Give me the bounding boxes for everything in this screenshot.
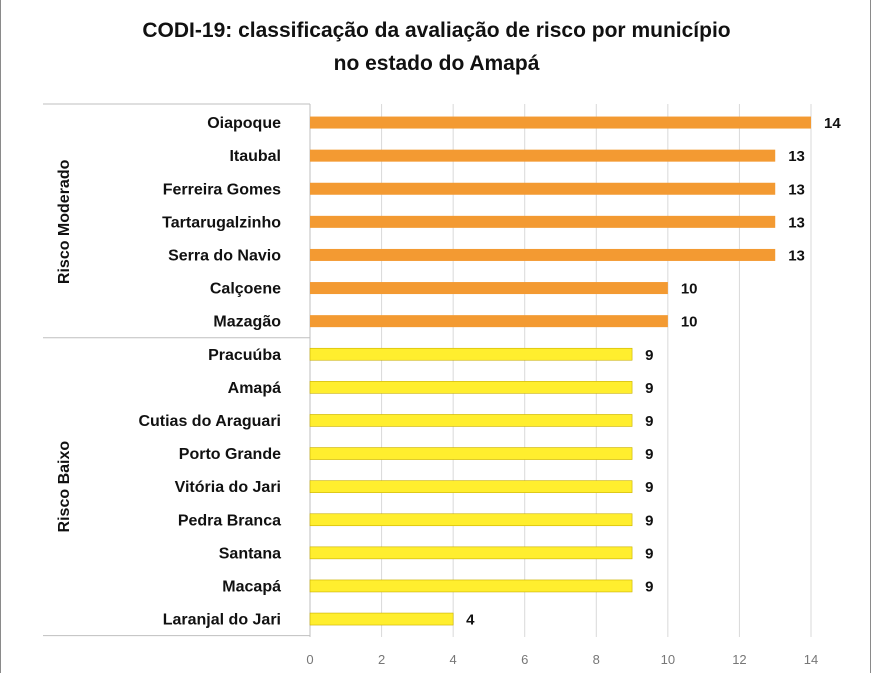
data-label: 13 [788, 181, 805, 198]
bar [310, 248, 776, 261]
category-label: Tartarugalzinho [162, 214, 281, 231]
bar [309, 414, 633, 427]
category-label: Laranjal do Jari [163, 612, 281, 629]
bar [310, 315, 668, 328]
bar [309, 579, 633, 593]
data-label: 9 [645, 578, 653, 595]
data-label: 4 [466, 612, 475, 629]
category-label: Serra do Navio [168, 247, 281, 264]
bar [309, 546, 633, 560]
bar [309, 347, 633, 361]
x-tick-label: 0 [306, 652, 313, 667]
bar [310, 149, 776, 162]
data-label: 9 [645, 512, 653, 529]
category-label: Amapá [228, 380, 281, 397]
data-label: 10 [681, 314, 698, 331]
category-label: Ferreira Gomes [163, 181, 281, 198]
group-label: Risco Moderado [56, 159, 73, 284]
group-label: Risco Baixo [56, 441, 73, 533]
data-label: 9 [645, 347, 653, 364]
chart-subtitle: no estado do Amapá [333, 52, 540, 75]
category-label: Pedra Branca [178, 512, 281, 529]
bar [310, 282, 668, 295]
data-label: 9 [645, 545, 653, 562]
data-label: 13 [788, 148, 805, 165]
bar [309, 513, 633, 527]
x-tick-label: 10 [661, 652, 675, 667]
data-label: 13 [788, 247, 805, 264]
data-label: 9 [645, 413, 653, 430]
data-label: 9 [645, 380, 653, 397]
x-tick-label: 6 [521, 652, 528, 667]
x-tick-label: 12 [732, 652, 746, 667]
category-label: Calçoene [210, 281, 281, 298]
data-label: 9 [645, 479, 653, 496]
category-label: Mazagão [213, 314, 281, 331]
bar [310, 116, 811, 129]
bar [310, 182, 776, 195]
category-label: Macapá [222, 578, 281, 595]
x-tick-label: 14 [804, 652, 818, 667]
category-label: Oiapoque [207, 115, 281, 132]
data-label: 9 [645, 446, 653, 463]
category-label: Itaubal [229, 148, 281, 165]
bar [309, 381, 633, 394]
chart-title: CODI-19: classificação da avaliação de r… [142, 19, 731, 42]
data-label: 14 [824, 115, 841, 132]
x-tick-label: 2 [378, 652, 385, 667]
data-label: 10 [681, 281, 698, 298]
bar [309, 447, 633, 460]
category-label: Vitória do Jari [175, 479, 281, 496]
bar [309, 612, 454, 626]
data-label: 13 [788, 214, 805, 231]
category-label: Porto Grande [179, 446, 281, 463]
x-tick-label: 4 [450, 652, 457, 667]
category-label: Pracuúba [208, 347, 281, 364]
category-label: Santana [219, 545, 281, 562]
category-label: Cutias do Araguari [138, 413, 281, 430]
bar [310, 215, 776, 228]
bar [309, 480, 633, 493]
x-tick-label: 8 [593, 652, 600, 667]
